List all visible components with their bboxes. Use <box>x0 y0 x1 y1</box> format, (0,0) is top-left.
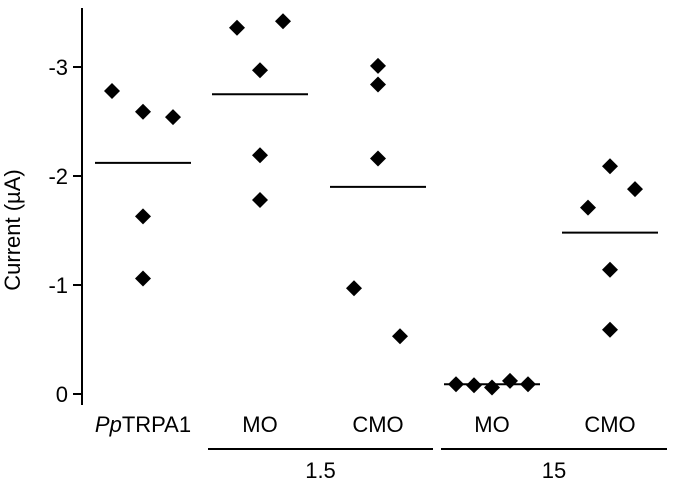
data-point <box>135 208 151 225</box>
data-point <box>392 328 408 345</box>
data-point <box>484 379 500 396</box>
data-point <box>580 199 596 216</box>
category-label-text: TRPA1 <box>122 412 191 437</box>
data-point <box>448 376 464 393</box>
data-point <box>602 321 618 338</box>
y-tick-label: -2 <box>48 164 68 189</box>
data-point <box>275 13 291 30</box>
data-point <box>370 76 386 93</box>
data-point <box>502 372 518 389</box>
y-tick-label: -1 <box>48 273 68 298</box>
data-point <box>627 181 643 198</box>
y-tick-label: 0 <box>56 382 68 407</box>
category-label: CMO <box>584 412 635 437</box>
data-points <box>104 13 643 396</box>
y-tick-label: -3 <box>48 55 68 80</box>
y-ticks: 0 -1 -2 -3 <box>48 55 82 407</box>
group-bracket-label: 15 <box>542 458 566 483</box>
category-label-text: MO <box>242 412 277 437</box>
group-brackets: 1.5 15 <box>208 448 667 483</box>
data-point <box>252 62 268 79</box>
category-label: MO <box>242 412 277 437</box>
data-point <box>370 57 386 74</box>
data-point <box>165 109 181 126</box>
category-labels: PpTRPA1 MO CMO MO CMO <box>95 412 636 437</box>
category-label-text: CMO <box>352 412 403 437</box>
data-point <box>602 158 618 175</box>
category-label: PpTRPA1 <box>95 412 191 437</box>
data-point <box>135 103 151 120</box>
data-point <box>229 19 245 36</box>
data-point <box>602 261 618 278</box>
data-point <box>252 191 268 208</box>
mean-lines <box>95 93 658 386</box>
category-label: MO <box>474 412 509 437</box>
data-point <box>135 270 151 287</box>
category-label-italic: Pp <box>95 412 122 437</box>
category-label-text: MO <box>474 412 509 437</box>
category-label: CMO <box>352 412 403 437</box>
data-point <box>466 377 482 394</box>
data-point <box>104 82 120 99</box>
data-point <box>370 150 386 167</box>
data-point <box>346 280 362 297</box>
y-axis-title: Current (µA) <box>0 169 25 290</box>
data-point <box>520 376 536 393</box>
data-point <box>252 147 268 164</box>
category-label-text: CMO <box>584 412 635 437</box>
group-bracket-label: 1.5 <box>305 458 336 483</box>
